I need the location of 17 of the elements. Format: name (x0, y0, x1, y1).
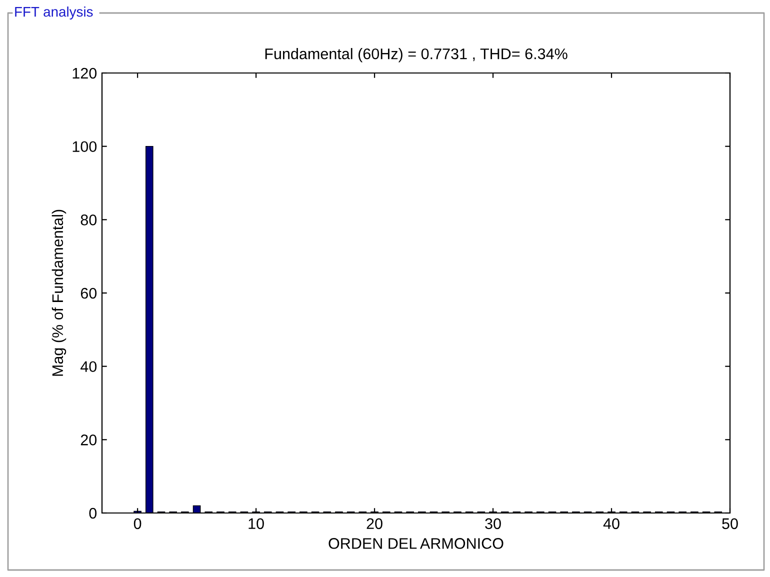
y-tick-label: 80 (80, 214, 97, 226)
x-axis-title: ORDEN DEL ARMONICO (328, 538, 504, 549)
x-tick-label: 30 (485, 518, 501, 530)
y-tick-label: 20 (80, 434, 97, 446)
x-tick-label: 0 (134, 518, 142, 530)
x-tick-label: 40 (603, 518, 620, 530)
x-tick-label: 50 (722, 518, 738, 530)
y-tick-label: 60 (80, 288, 97, 299)
x-tick-label: 10 (248, 518, 264, 530)
y-tick-label: 120 (72, 68, 97, 79)
x-tick-label: 20 (366, 518, 382, 530)
y-tick-label: 0 (89, 508, 97, 519)
y-tick-label: 100 (72, 141, 97, 152)
chart-subtitle: Fundamental (60Hz) = 0.7731 , THD= 6.34% (265, 48, 568, 62)
y-tick-label: 40 (80, 361, 97, 372)
chart-title: FFT analysis (15, 6, 93, 20)
y-axis-title: Mag (% of Fundamental) (52, 210, 66, 376)
